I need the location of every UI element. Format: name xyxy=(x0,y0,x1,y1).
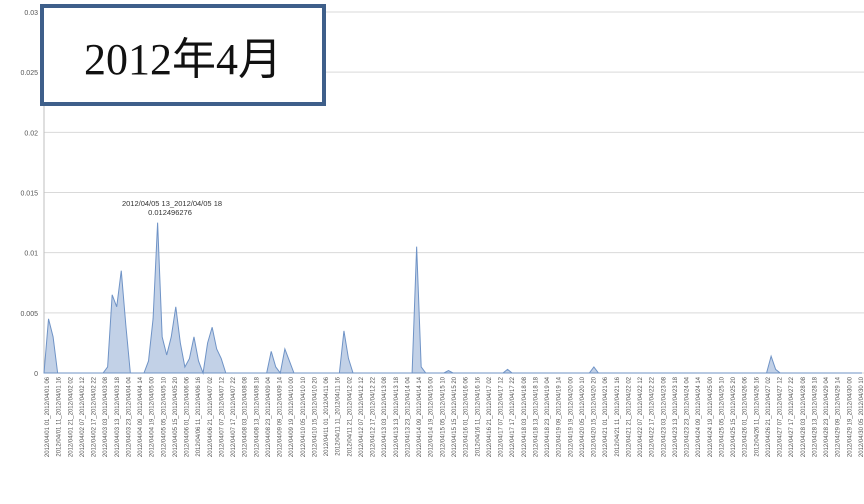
x-tick-label: 2012/04/21 11_2012/04/21 16 xyxy=(615,376,621,456)
x-tick-label: 2012/04/02 07_2012/04/02 12 xyxy=(80,376,86,457)
x-tick-label: 2012/04/22 17_2012/04/22 22 xyxy=(650,376,656,457)
y-tick-label: 0.01 xyxy=(24,251,38,258)
x-tick-label: 2012/04/05 05_2012/04/05 10 xyxy=(161,376,167,457)
x-tick-label: 2012/04/03 23_2012/04/04 04 xyxy=(126,376,132,457)
x-tick-label: 2012/04/19 19_2012/04/20 00 xyxy=(568,376,574,457)
x-tick-label: 2012/04/05 15_2012/04/05 20 xyxy=(173,376,179,457)
y-tick-label: 0.025 xyxy=(20,70,38,77)
x-tick-label: 2012/04/19 09_2012/04/19 14 xyxy=(557,376,563,457)
x-tick-label: 2012/04/28 13_2012/04/28 18 xyxy=(812,376,818,457)
x-tick-label: 2012/04/25 15_2012/04/25 20 xyxy=(731,376,737,457)
x-tick-label: 2012/04/18 13_2012/04/18 18 xyxy=(533,376,539,457)
x-tick-label: 2012/04/11 21_2012/04/12 02 xyxy=(347,376,353,456)
x-tick-label: 2012/04/17 07_2012/04/17 12 xyxy=(499,376,505,457)
month-title-box: 2012年4月 xyxy=(40,4,326,106)
x-tick-label: 2012/04/12 07_2012/04/12 12 xyxy=(359,376,365,457)
y-tick-label: 0.03 xyxy=(24,10,38,17)
x-tick-label: 2012/04/06 11_2012/04/06 16 xyxy=(196,376,202,456)
series-area xyxy=(43,222,862,375)
x-tick-label: 2012/04/23 03_2012/04/23 08 xyxy=(661,376,667,457)
x-tick-label: 2012/04/12 17_2012/04/12 22 xyxy=(371,376,377,457)
x-tick-label: 2012/04/11 01_2012/04/11 06 xyxy=(324,376,330,456)
annotation-label: 2012/04/05 13_2012/04/05 18 xyxy=(122,199,222,208)
x-tick-label: 2012/04/13 03_2012/04/13 08 xyxy=(382,376,388,457)
x-tick-label: 2012/04/01 01_2012/04/01 06 xyxy=(45,376,51,457)
x-tick-label: 2012/04/10 05_2012/04/10 10 xyxy=(301,376,307,457)
y-axis-ticks: 0 0.005 0.01 0.015 0.02 0.025 0.03 xyxy=(20,10,38,378)
x-tick-label: 2012/04/13 13_2012/04/13 18 xyxy=(394,376,400,457)
x-tick-label: 2012/04/03 03_2012/04/03 08 xyxy=(103,376,109,457)
x-tick-label: 2012/04/28 03_2012/04/28 08 xyxy=(801,376,807,457)
x-tick-label: 2012/04/15 05_2012/04/15 10 xyxy=(440,376,446,457)
peak-annotation: 2012/04/05 13_2012/04/05 18 0.012496276 xyxy=(122,199,222,217)
series xyxy=(43,222,862,375)
x-tick-label: 2012/04/17 17_2012/04/17 22 xyxy=(510,376,516,457)
x-tick-label: 2012/04/26 21_2012/04/27 02 xyxy=(766,376,772,457)
x-tick-label: 2012/04/20 15_2012/04/20 20 xyxy=(592,376,598,457)
x-tick-label: 2012/04/15 15_2012/04/15 20 xyxy=(452,376,458,457)
x-axis-ticks: 2012/04/01 01_2012/04/01 06 2012/04/01 11… xyxy=(45,376,864,457)
x-tick-label: 2012/04/28 23_2012/04/29 04 xyxy=(824,376,830,457)
y-tick-label: 0 xyxy=(34,371,38,378)
x-tick-label: 2012/04/26 01_2012/04/26 06 xyxy=(743,376,749,457)
x-tick-label: 2012/04/24 19_2012/04/25 00 xyxy=(708,376,714,457)
x-tick-label: 2012/04/29 19_2012/04/30 00 xyxy=(847,376,853,457)
x-tick-label: 2012/04/07 07_2012/04/07 12 xyxy=(219,376,225,457)
x-tick-label: 2012/04/03 13_2012/04/03 18 xyxy=(115,376,121,457)
x-tick-label: 2012/04/23 23_2012/04/24 04 xyxy=(685,376,691,457)
x-tick-label: 2012/04/24 09_2012/04/24 14 xyxy=(696,376,702,457)
x-tick-label: 2012/04/16 11_2012/04/16 16 xyxy=(475,376,481,456)
x-tick-label: 2012/04/23 13_2012/04/23 18 xyxy=(673,376,679,457)
x-tick-label: 2012/04/21 01_2012/04/21 06 xyxy=(603,376,609,457)
x-tick-label: 2012/04/10 15_2012/04/10 20 xyxy=(312,376,318,457)
x-tick-label: 2012/04/27 07_2012/04/27 12 xyxy=(778,376,784,457)
x-tick-label: 2012/04/30 05_2012/04/30 10 xyxy=(859,376,864,457)
x-tick-label: 2012/04/07 17_2012/04/07 22 xyxy=(231,376,237,457)
x-tick-label: 2012/04/08 23_2012/04/09 04 xyxy=(266,376,272,457)
x-tick-label: 2012/04/18 23_2012/04/19 04 xyxy=(545,376,551,457)
x-tick-label: 2012/04/06 21_2012/04/07 02 xyxy=(208,376,214,457)
x-tick-label: 2012/04/13 23_2012/04/14 04 xyxy=(405,376,411,457)
x-tick-label: 2012/04/04 09_2012/04/04 14 xyxy=(138,376,144,457)
x-tick-label: 2012/04/27 17_2012/04/27 22 xyxy=(789,376,795,457)
x-tick-label: 2012/04/08 03_2012/04/08 08 xyxy=(243,376,249,457)
x-tick-label: 2012/04/04 19_2012/04/05 00 xyxy=(150,376,156,457)
x-tick-label: 2012/04/29 09_2012/04/29 14 xyxy=(836,376,842,457)
x-tick-label: 2012/04/16 01_2012/04/16 06 xyxy=(464,376,470,457)
x-tick-label: 2012/04/18 03_2012/04/18 08 xyxy=(522,376,528,457)
x-tick-label: 2012/04/09 09_2012/04/09 14 xyxy=(278,376,284,457)
x-tick-label: 2012/04/09 19_2012/04/10 00 xyxy=(289,376,295,457)
x-tick-label: 2012/04/02 17_2012/04/02 22 xyxy=(92,376,98,457)
x-tick-label: 2012/04/26 11_2012/04/26 16 xyxy=(754,376,760,456)
y-tick-label: 0.015 xyxy=(20,191,38,198)
y-tick-label: 0.02 xyxy=(24,130,38,137)
x-tick-label: 2012/04/20 05_2012/04/20 10 xyxy=(580,376,586,457)
x-tick-label: 2012/04/14 19_2012/04/15 00 xyxy=(429,376,435,457)
annotation-value: 0.012496276 xyxy=(148,208,192,217)
month-title: 2012年4月 xyxy=(84,35,282,84)
x-tick-label: 2012/04/25 05_2012/04/25 10 xyxy=(719,376,725,457)
x-tick-label: 2012/04/01 21_2012/04/02 02 xyxy=(68,376,74,457)
x-tick-label: 2012/04/06 01_2012/04/06 06 xyxy=(185,376,191,457)
x-tick-label: 2012/04/01 11_2012/04/01 16 xyxy=(57,376,63,456)
x-tick-label: 2012/04/22 07_2012/04/22 12 xyxy=(638,376,644,457)
x-tick-label: 2012/04/14 09_2012/04/14 14 xyxy=(417,376,423,457)
y-tick-label: 0.005 xyxy=(20,311,38,318)
x-tick-label: 2012/04/08 13_2012/04/08 18 xyxy=(254,376,260,457)
x-tick-label: 2012/04/11 11_2012/04/11 16 xyxy=(336,376,342,455)
x-tick-label: 2012/04/21 21_2012/04/22 02 xyxy=(626,376,632,457)
x-tick-label: 2012/04/16 21_2012/04/17 02 xyxy=(487,376,493,457)
